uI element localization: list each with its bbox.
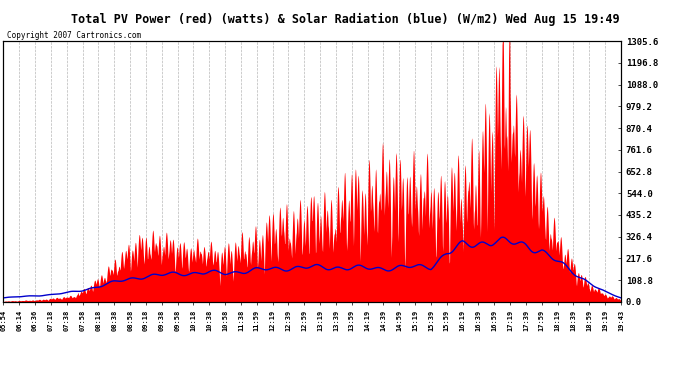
Text: Copyright 2007 Cartronics.com: Copyright 2007 Cartronics.com [6, 31, 141, 40]
Text: Total PV Power (red) (watts) & Solar Radiation (blue) (W/m2) Wed Aug 15 19:49: Total PV Power (red) (watts) & Solar Rad… [70, 13, 620, 26]
